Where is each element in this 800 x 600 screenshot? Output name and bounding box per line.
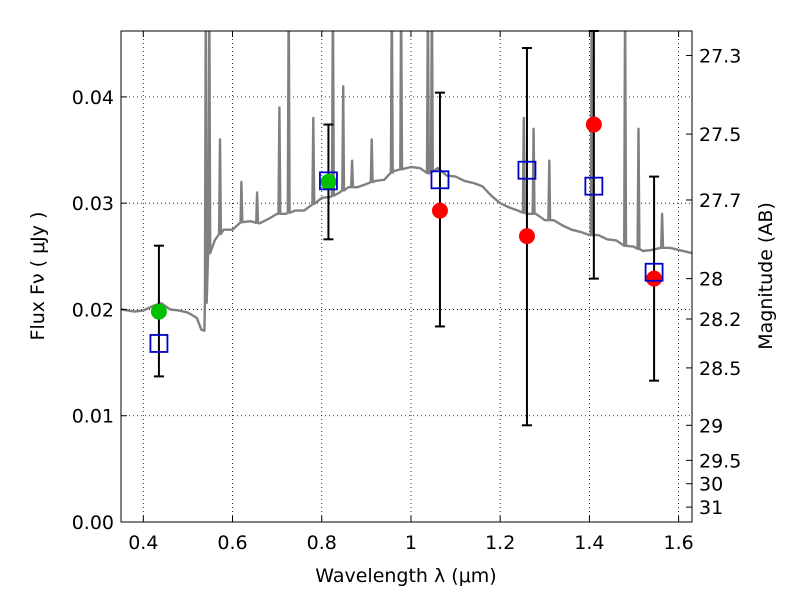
magnitude-tick-label: 29.5 xyxy=(699,450,741,472)
magnitude-tick-label: 29 xyxy=(699,415,723,437)
y-tick-label: 0.00 xyxy=(72,512,114,534)
x-axis-ticks: 0.4 0.6 0.8 1 1.2 1.4 1.6 xyxy=(128,31,694,554)
data-point-circle xyxy=(150,303,167,320)
data-point-circle xyxy=(320,173,337,190)
error-bars xyxy=(153,30,660,427)
x-tick-label: 0.4 xyxy=(128,532,158,554)
magnitude-tick-label: 27.3 xyxy=(699,45,741,67)
magnitude-tick-label: 28 xyxy=(699,269,723,291)
data-point-circle xyxy=(518,228,535,245)
y-tick-label: 0.02 xyxy=(72,299,114,321)
y-tick-label: 0.03 xyxy=(72,193,114,215)
x-tick-label: 1.6 xyxy=(664,532,694,554)
y-axis-title: Flux Fν ( μJy ) xyxy=(27,212,49,341)
data-point-square xyxy=(430,170,450,190)
y-axis-ticks: 0.00 0.01 0.02 0.03 0.04 xyxy=(72,87,127,534)
model-spectrum xyxy=(121,31,692,332)
y-tick-label: 0.01 xyxy=(72,406,114,428)
data-point-square xyxy=(584,176,604,196)
data-point-square xyxy=(149,334,169,353)
spectrum-line xyxy=(121,31,692,332)
magnitude-tick-label: 27.7 xyxy=(699,190,741,212)
data-markers xyxy=(149,116,664,353)
y-tick-label: 0.04 xyxy=(72,87,114,109)
x-tick-label: 1.4 xyxy=(574,532,604,554)
magnitude-tick-label: 31 xyxy=(699,497,723,519)
magnitude-axis-title: Magnitude (AB) xyxy=(755,202,777,350)
magnitude-tick-label: 27.5 xyxy=(699,124,741,146)
magnitude-tick-label: 28.2 xyxy=(699,309,741,331)
x-tick-label: 1.2 xyxy=(485,532,515,554)
magnitude-tick-label: 28.5 xyxy=(699,358,741,380)
data-point-square xyxy=(644,262,664,282)
x-tick-label: 0.6 xyxy=(217,532,247,554)
x-tick-label: 0.8 xyxy=(307,532,337,554)
data-point-square xyxy=(319,171,338,191)
data-point-circle xyxy=(431,202,448,219)
data-point-circle xyxy=(585,116,602,133)
x-tick-label: 1 xyxy=(405,532,417,554)
x-axis-title: Wavelength λ (μm) xyxy=(315,565,496,587)
plot-frame xyxy=(120,30,693,523)
magnitude-tick-label: 30 xyxy=(699,474,723,496)
data-point-square xyxy=(517,160,537,180)
data-point-circle xyxy=(646,270,663,287)
